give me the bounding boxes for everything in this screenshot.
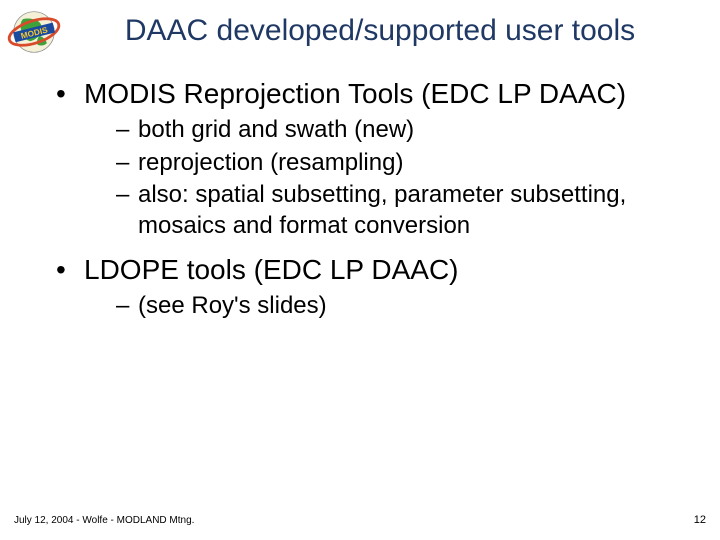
sub-bullet-list: both grid and swath (new) reprojection (… <box>116 115 690 242</box>
modis-logo: MODIS <box>6 8 62 56</box>
sub-bullet-item: reprojection (resampling) <box>116 148 690 179</box>
sub-bullet-list: (see Roy's slides) <box>116 291 690 322</box>
sub-bullet-item: also: spatial subsetting, parameter subs… <box>116 180 690 241</box>
sub-bullet-item: both grid and swath (new) <box>116 115 690 146</box>
bullet-item: MODIS Reprojection Tools (EDC LP DAAC) b… <box>56 76 690 242</box>
bullet-list: MODIS Reprojection Tools (EDC LP DAAC) b… <box>56 76 690 322</box>
bullet-item: LDOPE tools (EDC LP DAAC) (see Roy's sli… <box>56 252 690 322</box>
slide-title: DAAC developed/supported user tools <box>70 14 690 48</box>
bullet-text: LDOPE tools (EDC LP DAAC) <box>84 254 459 285</box>
slide-number: 12 <box>694 514 706 526</box>
footer-date-author: July 12, 2004 - Wolfe - MODLAND Mtng. <box>14 515 194 526</box>
slide: MODIS DAAC developed/supported user tool… <box>0 0 720 540</box>
sub-bullet-item: (see Roy's slides) <box>116 291 690 322</box>
bullet-text: MODIS Reprojection Tools (EDC LP DAAC) <box>84 78 626 109</box>
